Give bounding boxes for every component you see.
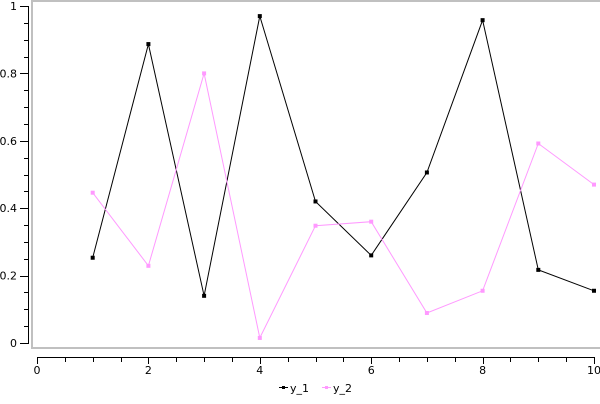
legend-label: y_2 [333,382,352,395]
data-point-y_2 [369,219,374,224]
series-y_2 [90,71,596,340]
y-tick-label: 0.4 [0,202,17,215]
data-point-y_1 [480,18,485,23]
data-point-y_1 [257,14,262,19]
x-tick-label: 8 [479,364,486,377]
data-point-y_2 [257,335,262,340]
data-point-y_1 [536,267,541,272]
data-point-y_1 [424,170,429,175]
legend-marker-y_1 [282,386,285,389]
data-point-y_1 [146,42,151,47]
y-tick-label: 0.6 [0,135,17,148]
data-point-y_1 [202,293,207,298]
data-point-y_2 [480,288,485,293]
data-point-y_1 [90,255,95,260]
data-point-y_2 [146,263,151,268]
series-y_1 [90,14,596,298]
data-point-y_2 [536,141,541,146]
x-tick-label: 6 [368,364,375,377]
y-tick-label: 0 [10,337,17,350]
y-tick-label: 0.8 [0,67,17,80]
x-tick-label: 2 [145,364,152,377]
data-point-y_2 [424,311,429,316]
x-tick-label: 10 [587,364,600,377]
series-line-y_1 [92,15,595,296]
data-point-y_1 [592,288,596,293]
plot-area-border [31,0,600,349]
series-line-y_2 [92,73,595,340]
legend-marker-y_2 [325,386,328,389]
data-point-y_2 [202,71,207,76]
data-point-y_1 [369,253,374,258]
y-tick-label: 0.2 [0,270,17,283]
legend: y_1 y_2 [279,382,352,395]
data-point-y_1 [313,199,318,204]
x-tick-label: 0 [34,364,41,377]
data-point-y_2 [592,182,596,187]
legend-label: y_1 [290,382,309,395]
x-tick-label: 4 [256,364,263,377]
data-point-y_2 [313,223,318,228]
y-tick-label: 1 [10,0,17,13]
data-point-y_2 [90,190,95,195]
